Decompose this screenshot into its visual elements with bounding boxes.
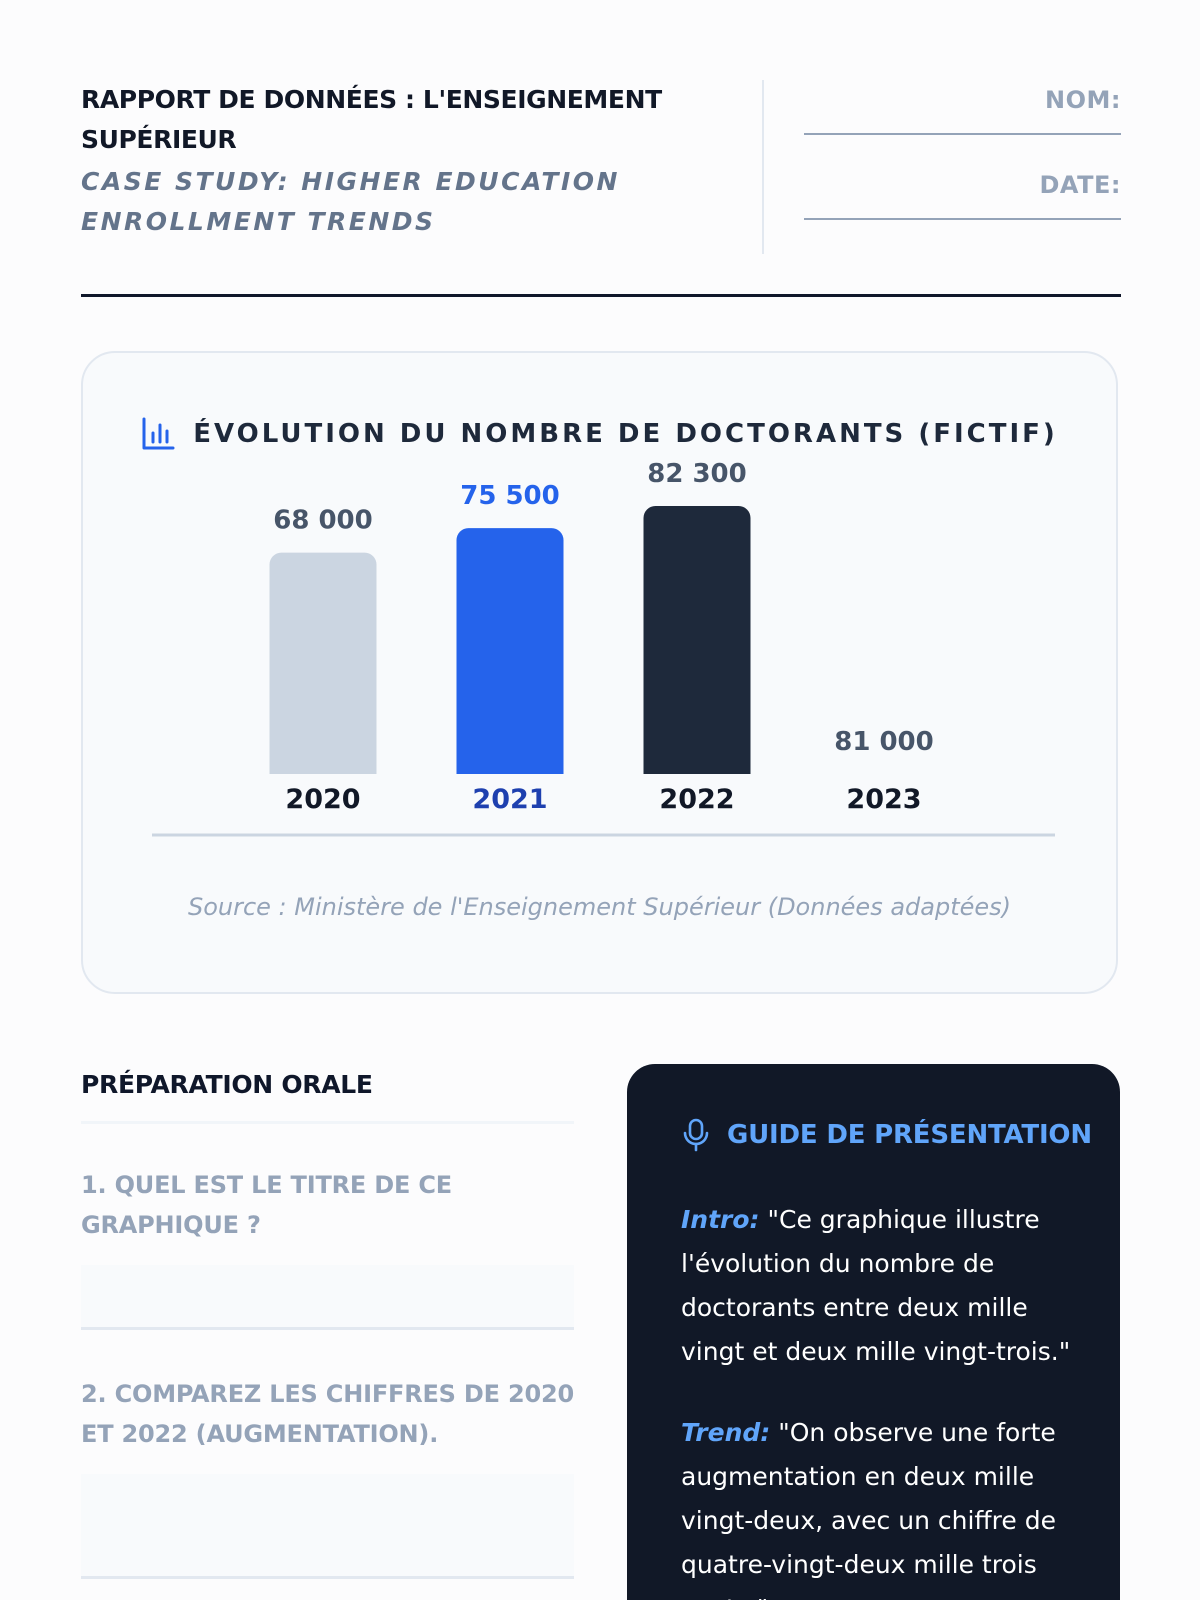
chart-card: ÉVOLUTION DU NOMBRE DE DOCTORANTS (FICTI… bbox=[81, 351, 1118, 994]
prep-title: PRÉPARATION ORALE bbox=[81, 1070, 373, 1099]
bar-chart: 68 000 2020 75 500 2021 82 300 2022 81 000 2023 bbox=[152, 459, 1055, 837]
category-label-2020: 2020 bbox=[285, 784, 360, 815]
chart-title-row: ÉVOLUTION DU NOMBRE DE DOCTORANTS (FICTI… bbox=[83, 417, 1116, 451]
oral-preparation: PRÉPARATION ORALE 1. QUEL EST LE TITRE D… bbox=[81, 1050, 574, 1579]
question-1: 1. QUEL EST LE TITRE DE CE GRAPHIQUE ? bbox=[81, 1171, 452, 1239]
category-label-2021: 2021 bbox=[472, 784, 547, 815]
chart-title: ÉVOLUTION DU NOMBRE DE DOCTORANTS (FICTI… bbox=[193, 419, 1058, 449]
answer-field-1[interactable] bbox=[81, 1265, 574, 1330]
bar-chart-icon bbox=[142, 417, 175, 450]
guide-body: Intro: "Ce graphique illustre l'évolutio… bbox=[681, 1198, 1081, 1600]
page-title: RAPPORT DE DONNÉES : L'ENSEIGNEMENT SUPÉ… bbox=[81, 85, 662, 154]
answer-field-2[interactable] bbox=[81, 1474, 574, 1579]
header-divider bbox=[762, 80, 764, 254]
header-rule bbox=[81, 294, 1121, 297]
prep-divider bbox=[81, 1121, 574, 1124]
header-titles: RAPPORT DE DONNÉES : L'ENSEIGNEMENT SUPÉ… bbox=[81, 80, 721, 242]
microphone-icon bbox=[683, 1118, 709, 1152]
header: RAPPORT DE DONNÉES : L'ENSEIGNEMENT SUPÉ… bbox=[81, 80, 1121, 297]
bar-2022 bbox=[643, 506, 751, 774]
question-2: 2. COMPAREZ LES CHIFFRES DE 2020 ET 2022… bbox=[81, 1380, 574, 1448]
trend-label: Trend: bbox=[681, 1418, 771, 1447]
intro-text: "Ce graphique illustre l'évolution du no… bbox=[681, 1205, 1071, 1366]
intro-label: Intro: bbox=[681, 1205, 760, 1234]
page-subtitle: CASE STUDY: HIGHER EDUCATION ENROLLMENT … bbox=[81, 167, 620, 236]
chart-source: Source : Ministère de l'Enseignement Sup… bbox=[187, 893, 1012, 921]
category-label-2023: 2023 bbox=[846, 784, 921, 815]
guide-intro: Intro: "Ce graphique illustre l'évolutio… bbox=[681, 1198, 1081, 1374]
date-label: DATE: bbox=[1039, 171, 1121, 199]
guide-trend: Trend: "On observe une forte augmentatio… bbox=[681, 1411, 1081, 1600]
guide-header: GUIDE DE PRÉSENTATION bbox=[681, 1118, 1092, 1152]
value-label-2021: 75 500 bbox=[460, 481, 560, 511]
value-label-2022: 82 300 bbox=[647, 459, 747, 489]
guide-title: GUIDE DE PRÉSENTATION bbox=[727, 1120, 1092, 1150]
bar-2021 bbox=[456, 528, 564, 774]
value-label-2020: 68 000 bbox=[273, 506, 373, 536]
name-field[interactable] bbox=[804, 133, 1121, 135]
presentation-guide: GUIDE DE PRÉSENTATION Intro: "Ce graphiq… bbox=[627, 1064, 1120, 1600]
date-field[interactable] bbox=[804, 218, 1121, 220]
name-label: NOM: bbox=[1045, 86, 1121, 114]
bar-2020 bbox=[269, 552, 377, 774]
student-fields: NOM: DATE: bbox=[804, 80, 1121, 220]
trend-text: "On observe une forte augmentation en de… bbox=[681, 1418, 1056, 1600]
value-label-2023: 81 000 bbox=[834, 727, 934, 757]
category-label-2022: 2022 bbox=[659, 784, 734, 815]
